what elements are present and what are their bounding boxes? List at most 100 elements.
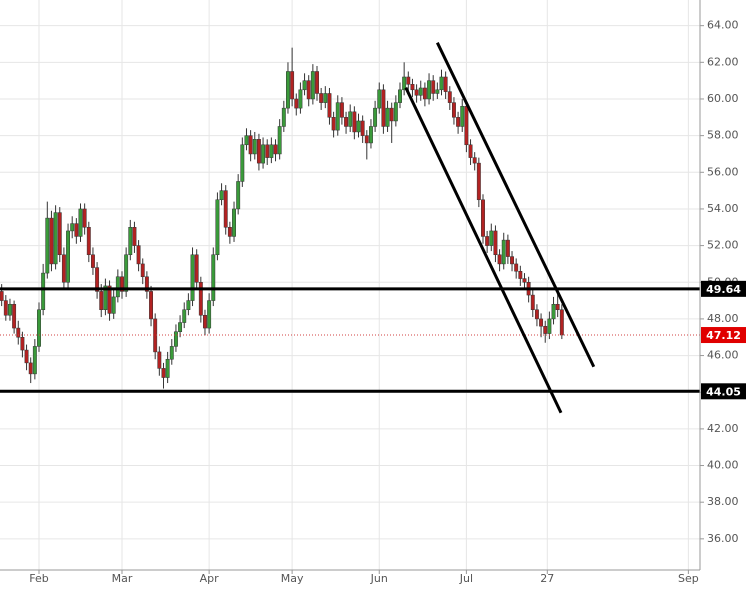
- candle-body: [37, 309, 41, 347]
- candle-body: [107, 285, 112, 314]
- candle-body: [53, 212, 58, 265]
- x-tick-label: Jul: [459, 572, 473, 585]
- candle-body: [70, 223, 75, 232]
- candle-body: [66, 230, 70, 283]
- candle-body: [468, 144, 473, 158]
- trend-line: [435, 42, 596, 368]
- candle-body: [41, 272, 46, 310]
- candle-body: [190, 254, 195, 301]
- candle-body: [547, 318, 552, 334]
- candle-body: [232, 208, 236, 237]
- candle-body: [497, 254, 502, 265]
- y-tick-label: 56.00: [707, 165, 739, 178]
- level-label: 44.05: [706, 385, 741, 398]
- candle-body: [381, 89, 386, 127]
- candle-body: [186, 300, 191, 310]
- y-tick-label: 54.00: [707, 202, 739, 215]
- candle-body: [74, 223, 79, 237]
- candle-body: [286, 71, 290, 109]
- candle-body: [501, 239, 506, 265]
- candle-body: [236, 181, 241, 210]
- candle-body: [431, 80, 436, 94]
- level-label: 49.64: [706, 283, 741, 296]
- candle-body: [99, 291, 104, 310]
- candle-body: [389, 107, 394, 122]
- y-tick-label: 52.00: [707, 239, 739, 252]
- candle-body: [451, 102, 456, 118]
- candle-body: [120, 276, 124, 292]
- candle-body: [514, 263, 519, 272]
- x-tick-label: Apr: [200, 572, 220, 585]
- candle-body: [319, 93, 324, 103]
- candle-body: [435, 89, 440, 94]
- y-tick-label: 46.00: [707, 349, 739, 362]
- x-tick-label: Jun: [370, 572, 388, 585]
- candle-body: [335, 102, 340, 131]
- y-tick-label: 36.00: [707, 532, 739, 545]
- candle-body: [169, 346, 174, 360]
- candle-body: [414, 89, 419, 96]
- candle-body: [198, 282, 203, 316]
- candle-body: [323, 93, 328, 103]
- candle-body: [339, 102, 344, 118]
- candle-body: [551, 303, 556, 320]
- candle-body: [439, 76, 444, 91]
- candle-body: [402, 76, 407, 91]
- candle-body: [269, 144, 274, 158]
- candle-body: [16, 327, 21, 338]
- y-tick-label: 38.00: [707, 495, 739, 508]
- candle-body: [385, 107, 390, 127]
- candle-body: [115, 276, 120, 298]
- candle-body: [481, 199, 485, 237]
- candle-body: [472, 157, 477, 164]
- candle-body: [493, 230, 498, 256]
- candle-body: [252, 139, 257, 155]
- candle-body: [418, 87, 423, 96]
- candle-body: [464, 106, 469, 146]
- y-tick-label: 42.00: [707, 422, 739, 435]
- x-tick-label: Mar: [112, 572, 133, 585]
- candle-body: [344, 117, 349, 127]
- candle-body: [489, 230, 494, 246]
- candle-body: [240, 144, 245, 182]
- candle-body: [28, 362, 33, 375]
- candle-body: [294, 98, 299, 109]
- candle-body: [360, 120, 365, 136]
- candle-body: [348, 111, 353, 127]
- candle-body: [422, 87, 427, 100]
- candle-body: [173, 331, 178, 347]
- candle-body: [364, 135, 369, 144]
- candle-body: [157, 351, 162, 369]
- candle-body: [505, 239, 510, 257]
- axis-labels: 36.0038.0040.0042.0044.0046.0048.0050.00…: [29, 19, 746, 585]
- candle-body: [377, 89, 382, 109]
- candle-body: [310, 71, 315, 100]
- candle-body: [32, 346, 37, 375]
- candle-body: [427, 80, 431, 100]
- candle-body: [211, 254, 216, 301]
- x-tick-label: Sep: [678, 572, 699, 585]
- candle-body: [352, 111, 357, 133]
- candle-body: [128, 227, 133, 256]
- y-tick-label: 60.00: [707, 92, 739, 105]
- candle-body: [543, 325, 548, 334]
- candle-body: [144, 276, 149, 292]
- candle-body: [111, 296, 116, 314]
- candle-body: [393, 102, 398, 122]
- candle-body: [149, 291, 153, 320]
- candle-body: [265, 144, 270, 158]
- candle-body: [0, 291, 4, 301]
- candle-body: [95, 267, 100, 292]
- candle-body: [369, 126, 373, 144]
- candle-body: [302, 80, 307, 91]
- trend-line: [404, 86, 563, 414]
- x-tick-label: Feb: [29, 572, 48, 585]
- candle-body: [207, 300, 212, 329]
- candle-body: [61, 254, 66, 283]
- candle-body: [510, 256, 514, 265]
- y-tick-label: 40.00: [707, 459, 739, 472]
- candle-body: [261, 144, 266, 164]
- candle-body: [256, 139, 261, 164]
